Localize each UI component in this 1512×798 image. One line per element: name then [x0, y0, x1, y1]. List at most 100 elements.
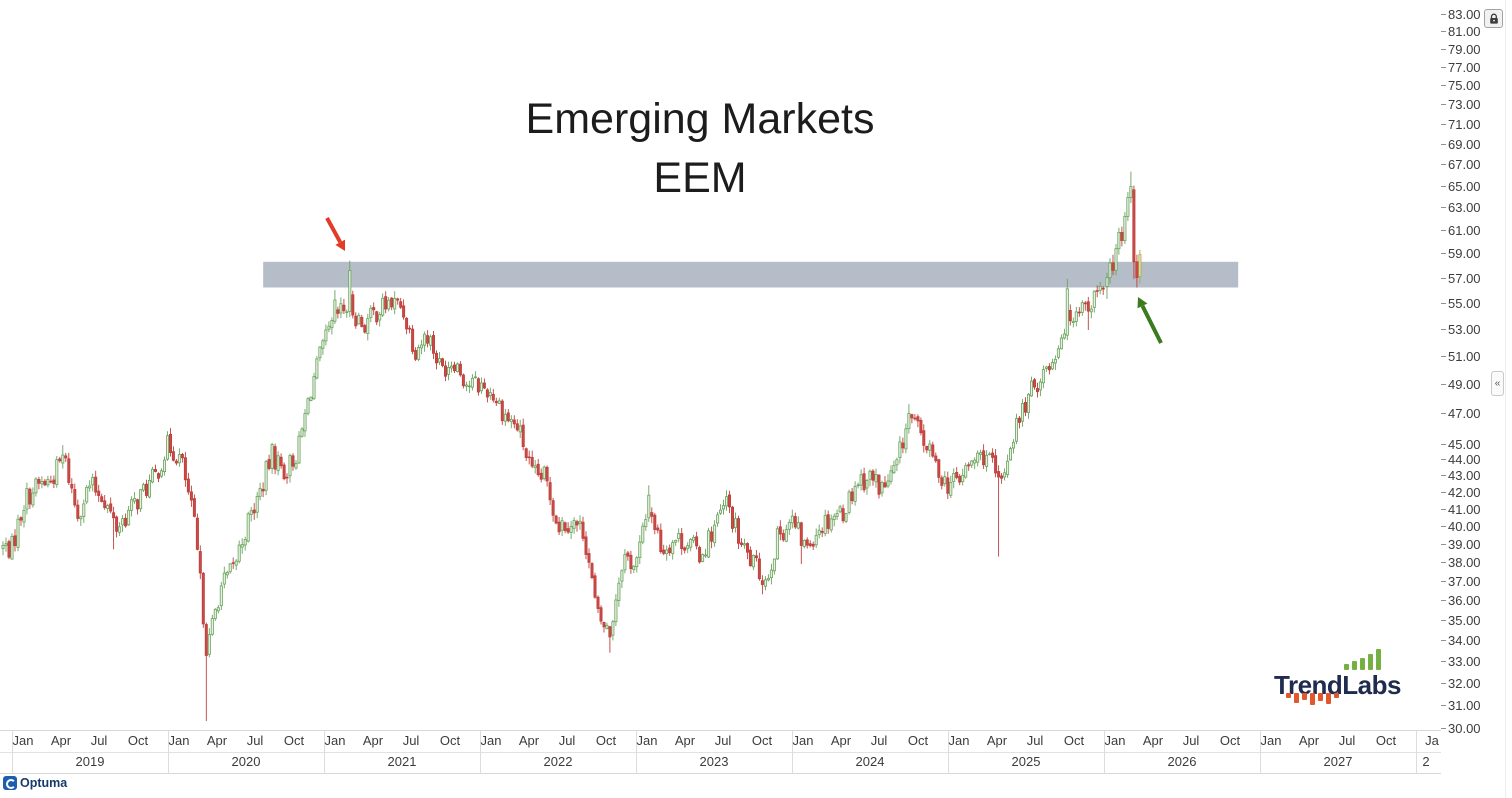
month-label: Jan — [948, 733, 970, 748]
year-separator — [168, 731, 169, 773]
y-axis-tick — [1441, 206, 1446, 208]
y-axis-tick — [1441, 458, 1446, 460]
y-axis-label: 35.00 — [1441, 612, 1481, 628]
y-axis-label: 41.00 — [1441, 501, 1481, 517]
year-label: 2023 — [699, 754, 729, 769]
y-axis-label: 49.00 — [1441, 376, 1481, 392]
trendlabs-green-bar — [1368, 654, 1373, 670]
lock-icon — [1489, 13, 1498, 24]
y-axis-label: 55.00 — [1441, 295, 1481, 311]
y-axis-label: 42.00 — [1441, 484, 1481, 500]
y-axis-label: 40.00 — [1441, 518, 1481, 534]
month-label: Oct — [907, 733, 929, 748]
x-axis-row-divider — [0, 752, 1441, 753]
y-axis-tick — [1441, 355, 1446, 357]
green-arrow-annotation[interactable] — [1137, 297, 1163, 344]
trendlabs-orange-bar — [1302, 693, 1307, 700]
month-label: Jul — [246, 733, 264, 748]
red-arrow-annotation[interactable] — [325, 217, 346, 251]
y-axis-tick — [1441, 123, 1446, 125]
y-axis-tick — [1441, 682, 1446, 684]
month-label: Jan — [792, 733, 814, 748]
month-label: Jul — [714, 733, 732, 748]
month-label: Jan — [480, 733, 502, 748]
month-label: Oct — [1375, 733, 1397, 748]
y-axis-tick — [1441, 491, 1446, 493]
month-label: Apr — [1142, 733, 1164, 748]
year-separator — [948, 731, 949, 773]
year-separator — [1416, 731, 1417, 773]
y-axis-label: 73.00 — [1441, 96, 1481, 112]
y-axis-tick — [1441, 580, 1446, 582]
y-axis-tick — [1441, 660, 1446, 662]
price-chart-area[interactable]: Emerging Markets EEM TrendLabs — [0, 0, 1443, 730]
month-label: Jul — [1338, 733, 1356, 748]
lock-button[interactable] — [1484, 9, 1503, 28]
year-separator — [792, 731, 793, 773]
chart-title-annotation[interactable]: Emerging Markets EEM — [526, 90, 875, 208]
x-axis[interactable]: Jan Apr Jul Oct 2019 Jan Apr Jul Oct 2020 Jan Apr Ju… — [0, 730, 1441, 774]
trendlabs-orange-bar — [1318, 693, 1323, 701]
chart-title-line1: Emerging Markets — [525, 95, 875, 143]
y-axis-tick — [1441, 163, 1446, 165]
month-label: Apr — [986, 733, 1008, 748]
month-label: Apr — [518, 733, 540, 748]
trendlabs-orange-bar — [1310, 693, 1315, 705]
candlestick-plot[interactable] — [0, 0, 1443, 730]
y-axis-tick — [1441, 30, 1446, 32]
month-label: Jan — [1104, 733, 1126, 748]
y-axis-label: 63.00 — [1441, 199, 1481, 215]
panel-divider — [1505, 0, 1506, 798]
y-axis-label: 71.00 — [1441, 116, 1481, 132]
month-label: Apr — [206, 733, 228, 748]
year-separator — [1260, 731, 1261, 773]
trendlabs-orange-bar — [1326, 693, 1331, 704]
y-axis-label: 45.00 — [1441, 436, 1481, 452]
trendlabs-green-bar — [1352, 661, 1357, 670]
y-axis-label: 30.00 — [1441, 720, 1481, 736]
y-axis-tick — [1441, 443, 1446, 445]
month-label: Jan — [324, 733, 346, 748]
y-axis-label: 77.00 — [1441, 59, 1481, 75]
y-axis-tick — [1441, 66, 1446, 68]
y-axis-tick — [1441, 412, 1446, 414]
y-axis-label: 75.00 — [1441, 77, 1481, 93]
y-axis-tick — [1441, 704, 1446, 706]
y-axis[interactable]: 83.00 81.00 79.00 77.00 75.00 73.00 71.00 69.00… — [1441, 0, 1505, 736]
trendlabs-orange-bar — [1334, 693, 1339, 698]
y-axis-tick — [1441, 543, 1446, 545]
month-label: Jan — [636, 733, 658, 748]
y-axis-label: 65.00 — [1441, 178, 1481, 194]
optuma-icon — [3, 776, 17, 790]
month-label: Oct — [283, 733, 305, 748]
trendlabs-green-bar — [1376, 649, 1381, 670]
month-label: Oct — [439, 733, 461, 748]
month-label: Oct — [1063, 733, 1085, 748]
trendlabs-orange-bar — [1286, 693, 1291, 698]
month-label: Oct — [127, 733, 149, 748]
y-axis-label: 47.00 — [1441, 405, 1481, 421]
y-axis-label: 83.00 — [1441, 6, 1481, 22]
month-label: Jan — [168, 733, 190, 748]
y-axis-label: 67.00 — [1441, 156, 1481, 172]
year-label: 2025 — [1011, 754, 1041, 769]
month-label: Oct — [751, 733, 773, 748]
y-axis-tick — [1441, 302, 1446, 304]
collapse-icon: « — [1494, 378, 1501, 389]
year-label: 2027 — [1323, 754, 1353, 769]
resistance-band-annotation[interactable] — [263, 261, 1239, 288]
y-axis-label: 57.00 — [1441, 270, 1481, 286]
y-axis-label: 53.00 — [1441, 321, 1481, 337]
year-separator — [1104, 731, 1105, 773]
y-axis-label: 37.00 — [1441, 573, 1481, 589]
year-label: 2021 — [387, 754, 417, 769]
y-axis-label: 59.00 — [1441, 245, 1481, 261]
month-label: Jan — [1260, 733, 1282, 748]
y-axis-tick — [1441, 13, 1446, 15]
y-axis-label: 38.00 — [1441, 554, 1481, 570]
year-label-partial: 2 — [1422, 754, 1430, 769]
collapse-axis-button[interactable]: « — [1491, 371, 1504, 396]
month-label: Apr — [50, 733, 72, 748]
month-label: Apr — [362, 733, 384, 748]
year-separator — [12, 731, 13, 773]
